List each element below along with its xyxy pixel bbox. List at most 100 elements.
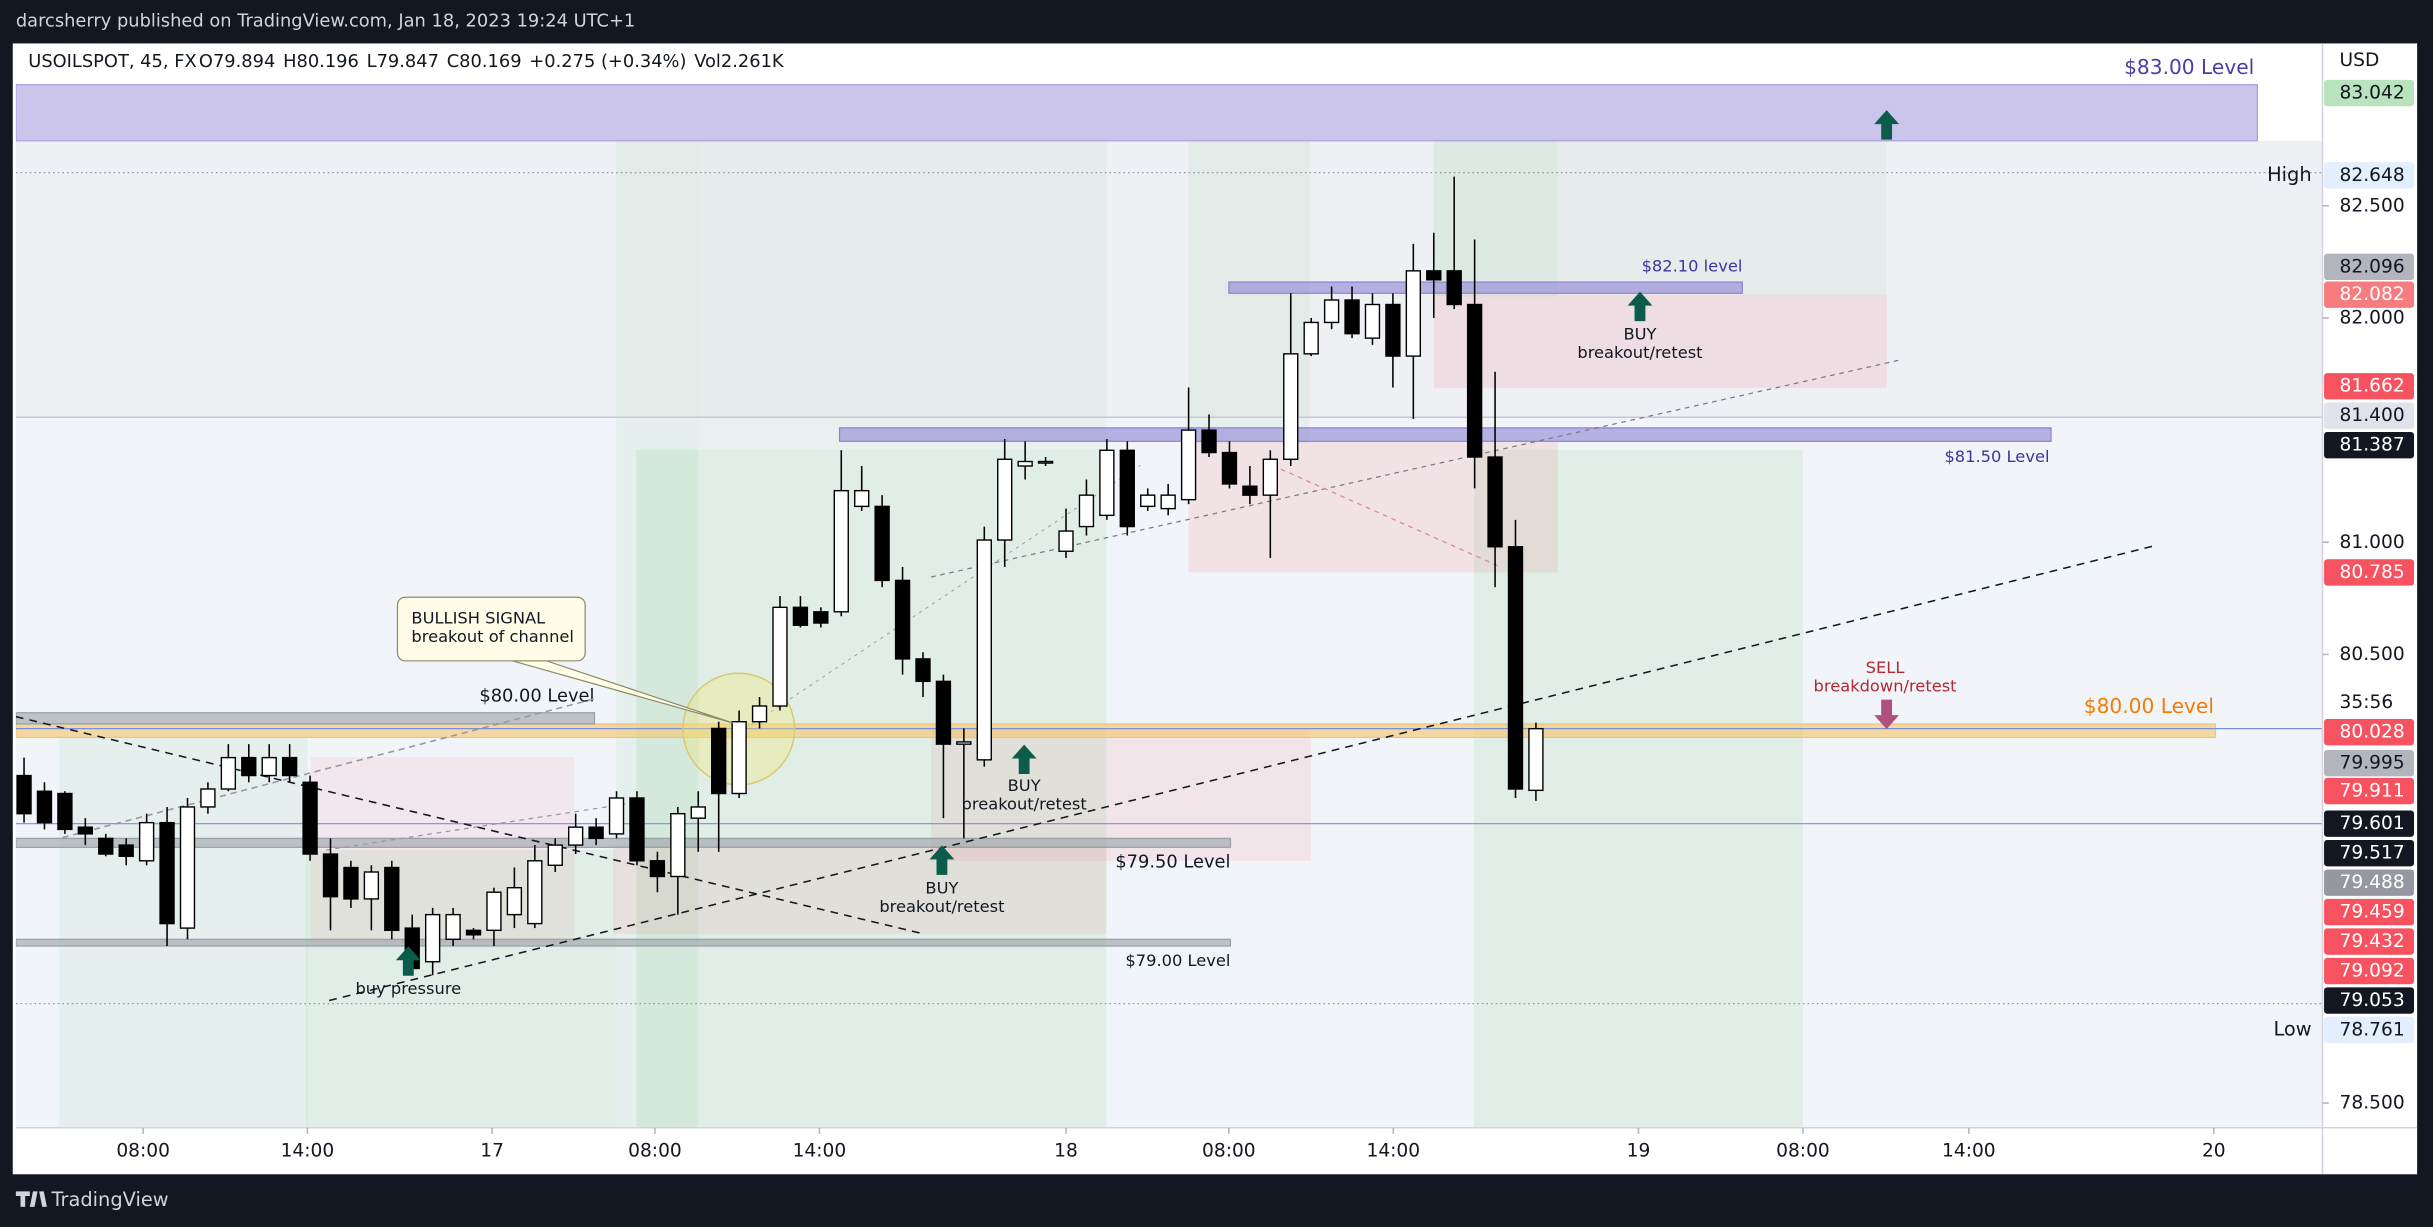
candle-body [1283, 353, 1299, 460]
shaded-zones [59, 141, 1887, 1128]
annotation: breakout of channel [411, 627, 573, 646]
candle-body [1221, 451, 1238, 485]
channel-line [744, 464, 1141, 730]
level-band [15, 938, 1232, 947]
candle-body [98, 837, 114, 855]
level-label: $79.00 Level [1125, 951, 1230, 970]
price-label-bg [2324, 839, 2415, 867]
x-tick-label: 08:00 [628, 1140, 682, 1161]
candle-body [731, 721, 747, 795]
published-line: darcsherry published on TradingView.com,… [16, 11, 635, 32]
brand-name: TradingView [51, 1188, 169, 1211]
legend-item: C80.169 [447, 51, 522, 72]
candle-body [608, 797, 625, 835]
countdown-bg [2324, 689, 2415, 716]
legend-item: Vol2.261K [694, 51, 785, 72]
y-tick-label: 82.000 [2340, 307, 2405, 328]
candle-body [649, 860, 666, 878]
candle-body [1507, 546, 1524, 790]
level-label: $82.10 level [1642, 256, 1743, 275]
y-tick-label: 80.500 [2340, 644, 2405, 665]
annotation: BUY [1008, 776, 1041, 795]
candle-body [1364, 303, 1381, 339]
x-tick-label: 08:00 [1776, 1140, 1830, 1161]
channel-line [62, 697, 598, 839]
candle-body [976, 539, 992, 761]
x-tick-label: 17 [480, 1140, 504, 1161]
price-label: 79.488 [2340, 872, 2405, 893]
candle-body [465, 929, 482, 936]
legend-item: +0.275 (+0.34%) [529, 51, 686, 72]
price-label-bg [2324, 162, 2415, 189]
zone [59, 736, 308, 1128]
annotation: breakout/retest [879, 897, 1004, 916]
annotation: BUY [1623, 325, 1656, 344]
candle-body [1426, 270, 1442, 281]
price-label-bg [2324, 1016, 2415, 1044]
price-label: 79.911 [2340, 781, 2405, 802]
price-label-bg [2324, 718, 2415, 746]
channel-line [329, 545, 2154, 1002]
level-band [15, 723, 2217, 739]
y-tick-label: 82.500 [2340, 195, 2405, 216]
y-tick-label: 81.000 [2340, 532, 2405, 553]
callout-box [396, 596, 586, 662]
candle-body [1405, 270, 1422, 357]
price-tag: High [2267, 163, 2312, 186]
candle-body [997, 458, 1013, 541]
level-label: $80.00 Level [2084, 694, 2214, 718]
price-label: 79.092 [2340, 961, 2405, 982]
channel-line [15, 715, 924, 935]
price-label: 79.601 [2340, 813, 2405, 834]
price-label: 82.096 [2340, 256, 2405, 277]
candle-body [772, 606, 788, 707]
candle-body [506, 887, 523, 916]
candle-body [1262, 458, 1278, 496]
candle-body [1303, 321, 1319, 355]
level-band [15, 84, 2258, 142]
price-label-bg [2324, 559, 2415, 586]
levels: $83.00 Level $82.10 level $81.50 Level $80.… [15, 55, 2323, 970]
signal-arrow [1627, 291, 1653, 322]
candle-body [670, 812, 686, 878]
signal-arrow [1011, 744, 1037, 775]
candle-body [36, 790, 53, 824]
price-label: 82.648 [2340, 165, 2405, 186]
candle-body [833, 489, 849, 613]
candle-body [1385, 303, 1401, 357]
candle-body [1180, 429, 1197, 501]
signal-arrow [395, 946, 421, 976]
annotation: breakdown/retest [1814, 677, 1957, 696]
channel-line [326, 802, 629, 851]
x-tick-label: 20 [2202, 1140, 2226, 1161]
legend-item: H80.196 [283, 51, 359, 72]
price-label-bg [2324, 928, 2415, 955]
candle-body [1446, 270, 1462, 306]
candles [16, 176, 1544, 976]
candle-body [486, 891, 502, 932]
price-label-bg [2324, 810, 2415, 837]
currency: USD [2340, 50, 2380, 71]
candle-body [220, 756, 237, 790]
callout [396, 596, 733, 724]
candle-body [1466, 303, 1483, 458]
price-tag: Low [2273, 1017, 2311, 1040]
countdown: 35:56 [2340, 692, 2394, 713]
candle-body [16, 774, 32, 815]
level-band [15, 712, 596, 725]
legend-item: O79.894 [199, 51, 275, 72]
x-tick-label: 08:00 [116, 1140, 170, 1161]
candle-body [363, 871, 380, 900]
price-label: 80.785 [2340, 562, 2405, 583]
price-label-bg [2324, 777, 2415, 805]
candle-body [241, 756, 257, 777]
x-tick-label: 08:00 [1202, 1140, 1256, 1161]
candle-body [935, 680, 952, 745]
price-label-bg [2324, 253, 2415, 280]
candle-body [1078, 494, 1095, 528]
candle-body [629, 797, 645, 862]
price-label-bg [2324, 281, 2415, 308]
price-label: 79.432 [2340, 931, 2405, 952]
annotation: BUY [925, 878, 958, 897]
